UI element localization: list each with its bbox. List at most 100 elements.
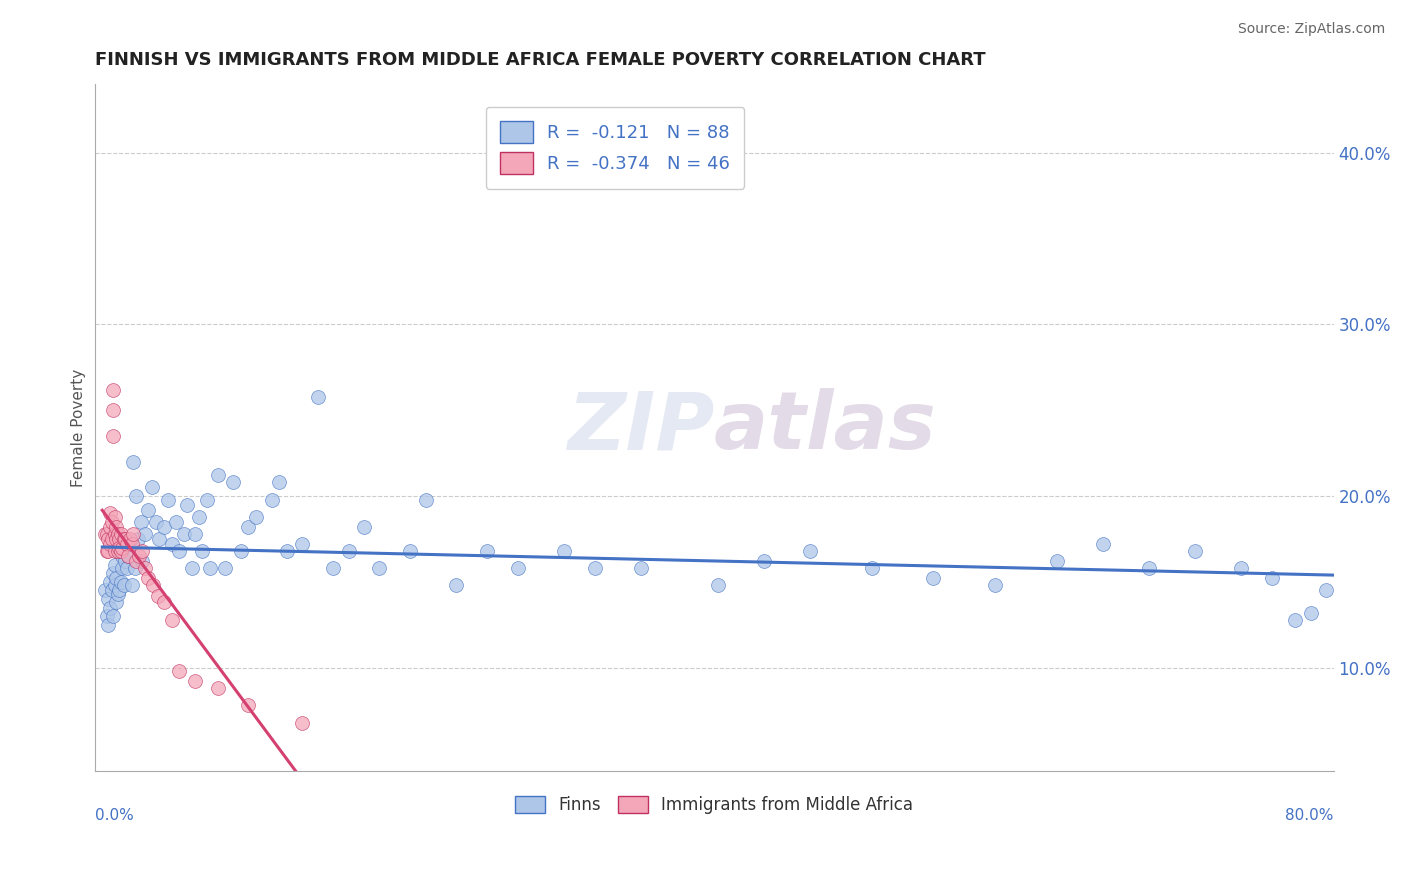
Point (1230, 561, 1253, 575)
Point (125, 489, 148, 503)
Point (198, 561, 221, 575)
Point (180, 561, 202, 575)
Point (307, 390, 329, 404)
Point (630, 561, 652, 575)
Point (121, 578, 143, 592)
Point (124, 561, 146, 575)
Point (107, 526, 129, 541)
Text: ZIP: ZIP (567, 388, 714, 467)
Point (399, 544, 422, 558)
Point (103, 558, 125, 572)
Point (122, 526, 145, 541)
Point (111, 561, 134, 575)
Point (167, 544, 190, 558)
Point (173, 526, 195, 541)
Point (922, 571, 945, 585)
Point (1137, 561, 1160, 575)
Text: FINNISH VS IMMIGRANTS FROM MIDDLE AFRICA FEMALE POVERTY CORRELATION CHART: FINNISH VS IMMIGRANTS FROM MIDDLE AFRICA… (94, 51, 986, 69)
Point (238, 698, 260, 713)
Point (799, 544, 821, 558)
Point (1284, 613, 1306, 627)
Text: 0.0%: 0.0% (94, 808, 134, 823)
Y-axis label: Female Poverty: Female Poverty (72, 368, 86, 486)
Point (115, 561, 138, 575)
Point (97, 592, 120, 607)
Point (97, 617, 120, 632)
Point (108, 532, 131, 546)
Text: atlas: atlas (714, 388, 936, 467)
Point (98, 537, 121, 551)
Point (111, 541, 134, 555)
Point (101, 566, 124, 581)
Point (446, 578, 468, 592)
Point (160, 613, 183, 627)
Point (105, 520, 128, 534)
Point (153, 595, 176, 609)
Point (112, 578, 135, 592)
Point (165, 515, 187, 529)
Point (222, 475, 245, 490)
Point (207, 468, 229, 483)
Point (141, 481, 163, 495)
Point (291, 715, 314, 730)
Point (108, 583, 131, 598)
Point (103, 578, 125, 592)
Point (506, 561, 529, 575)
Point (553, 544, 575, 558)
Point (105, 571, 128, 585)
Point (1045, 554, 1067, 568)
Legend: Finns, Immigrants from Middle Africa: Finns, Immigrants from Middle Africa (509, 789, 920, 821)
Point (103, 544, 125, 558)
Point (129, 515, 152, 529)
Point (117, 549, 139, 563)
Point (260, 492, 283, 507)
Point (752, 554, 775, 568)
Point (114, 535, 136, 549)
Point (138, 571, 160, 585)
Point (110, 526, 132, 541)
Point (118, 537, 141, 551)
Point (583, 561, 606, 575)
Text: Source: ZipAtlas.com: Source: ZipAtlas.com (1237, 22, 1385, 37)
Point (160, 537, 183, 551)
Point (98, 520, 121, 534)
Point (214, 561, 236, 575)
Point (134, 526, 156, 541)
Point (125, 554, 148, 568)
Point (121, 537, 143, 551)
Point (114, 554, 136, 568)
Point (115, 537, 138, 551)
Point (138, 503, 160, 517)
Point (118, 532, 141, 546)
Point (183, 526, 205, 541)
Point (1315, 583, 1337, 598)
Point (101, 403, 124, 417)
Point (127, 532, 149, 546)
Point (860, 561, 883, 575)
Point (100, 583, 122, 598)
Point (107, 587, 129, 601)
Text: 80.0%: 80.0% (1285, 808, 1334, 823)
Point (195, 492, 218, 507)
Point (100, 515, 122, 529)
Point (96, 609, 118, 624)
Point (146, 589, 169, 603)
Point (153, 520, 176, 534)
Point (114, 532, 136, 546)
Point (984, 578, 1007, 592)
Point (142, 578, 165, 592)
Point (188, 509, 211, 524)
Point (110, 544, 132, 558)
Point (191, 544, 214, 558)
Point (276, 544, 298, 558)
Point (103, 526, 125, 541)
Point (101, 383, 124, 397)
Point (103, 509, 125, 524)
Point (337, 544, 360, 558)
Point (107, 544, 129, 558)
Point (415, 492, 437, 507)
Point (207, 681, 229, 696)
Point (131, 554, 153, 568)
Point (229, 544, 252, 558)
Point (167, 664, 190, 678)
